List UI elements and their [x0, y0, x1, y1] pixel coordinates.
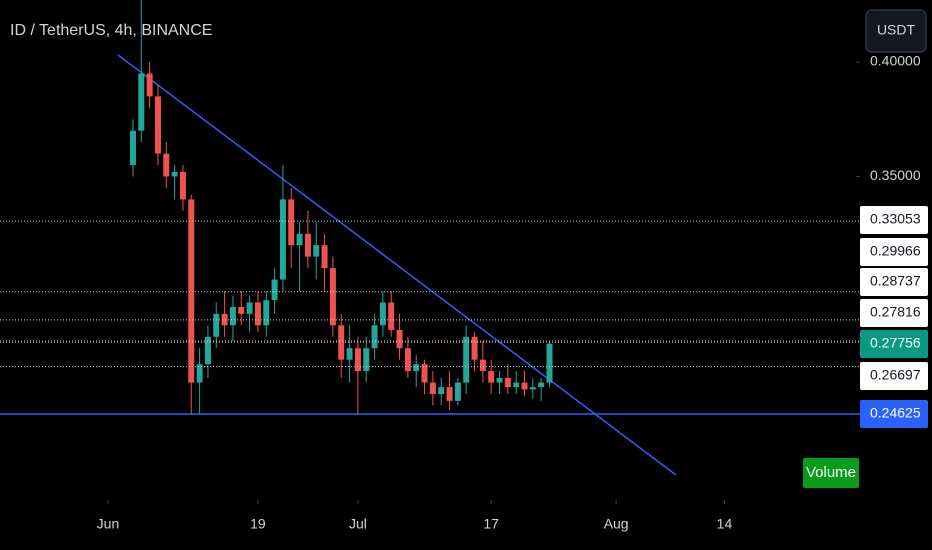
x-tick-label: 17 — [483, 516, 499, 532]
candle-body — [138, 73, 145, 131]
candle-body — [529, 387, 536, 390]
candle-body — [538, 382, 545, 388]
x-tick-label: 19 — [250, 516, 266, 532]
price-label: 0.24625 — [870, 405, 921, 421]
x-tick-label: Jun — [97, 516, 120, 532]
price-label: 0.27756 — [870, 335, 921, 351]
candle-body — [313, 245, 320, 257]
candle-body — [254, 302, 261, 326]
price-label-box — [860, 268, 928, 296]
candle-body — [429, 382, 436, 395]
x-tick-label: Aug — [604, 516, 629, 532]
candle-body — [279, 199, 286, 280]
candle-body — [354, 348, 361, 372]
candle-body — [438, 387, 445, 395]
candle-body — [129, 130, 136, 166]
candle-body — [546, 343, 553, 383]
price-label-box — [860, 299, 928, 327]
candle-body — [163, 153, 170, 177]
candle-body — [238, 307, 245, 314]
candle-body — [246, 302, 253, 314]
y-tick-label: 0.40000 — [870, 53, 921, 69]
candle-body — [396, 329, 403, 349]
candle-body — [371, 325, 378, 349]
candle-body — [329, 268, 336, 326]
price-label: 0.33053 — [870, 211, 921, 227]
price-label-box — [860, 238, 928, 266]
price-label-box — [860, 400, 928, 428]
candle-body — [304, 233, 311, 257]
x-tick-label: Jul — [349, 516, 367, 532]
candle-body — [521, 382, 528, 390]
candle-body — [179, 171, 186, 200]
x-tick-label: 14 — [717, 516, 733, 532]
candle-body — [146, 73, 153, 97]
price-label-box — [860, 362, 928, 390]
candle-body — [413, 364, 420, 372]
candle-body — [496, 377, 503, 383]
candle-body — [471, 336, 478, 360]
legend-box — [803, 458, 859, 488]
candle-body — [479, 359, 486, 372]
candle-body — [221, 313, 228, 326]
candle-body — [263, 300, 270, 326]
candle-body — [404, 348, 411, 372]
candle-body — [288, 199, 295, 246]
candle-body — [321, 245, 328, 269]
price-label: 0.26697 — [870, 367, 921, 383]
candle-body — [188, 199, 195, 383]
price-label: 0.27816 — [870, 304, 921, 320]
candle-body — [338, 325, 345, 360]
candle-body — [463, 336, 470, 383]
candle-body — [154, 96, 161, 154]
candle-body — [213, 313, 220, 337]
candle-body — [229, 307, 236, 326]
candle-body — [363, 348, 370, 372]
candle-body — [196, 364, 203, 383]
chart-title: ID / TetherUS, 4h, BINANCE — [10, 22, 212, 39]
candle-body — [446, 387, 453, 401]
candle-body — [388, 302, 395, 330]
candle-body — [421, 364, 428, 383]
price-label: 0.28737 — [870, 273, 921, 289]
price-label: 0.29966 — [870, 243, 921, 259]
candle-body — [346, 348, 353, 360]
candle-body — [379, 302, 386, 326]
candle-body — [296, 233, 303, 246]
price-label-box — [860, 206, 928, 234]
candle-body — [204, 336, 211, 365]
trend-line — [117, 54, 677, 476]
candle-body — [513, 382, 520, 388]
candle-body — [504, 377, 511, 388]
legend-label: Volume — [806, 464, 856, 481]
candle-body — [488, 371, 495, 383]
currency-button[interactable] — [865, 9, 927, 53]
price-label-box — [860, 330, 928, 358]
candle-body — [171, 171, 178, 177]
currency-label: USDT — [877, 22, 916, 38]
candle-body — [271, 279, 278, 301]
y-tick-label: 0.35000 — [870, 167, 921, 183]
candle-body — [454, 382, 461, 401]
